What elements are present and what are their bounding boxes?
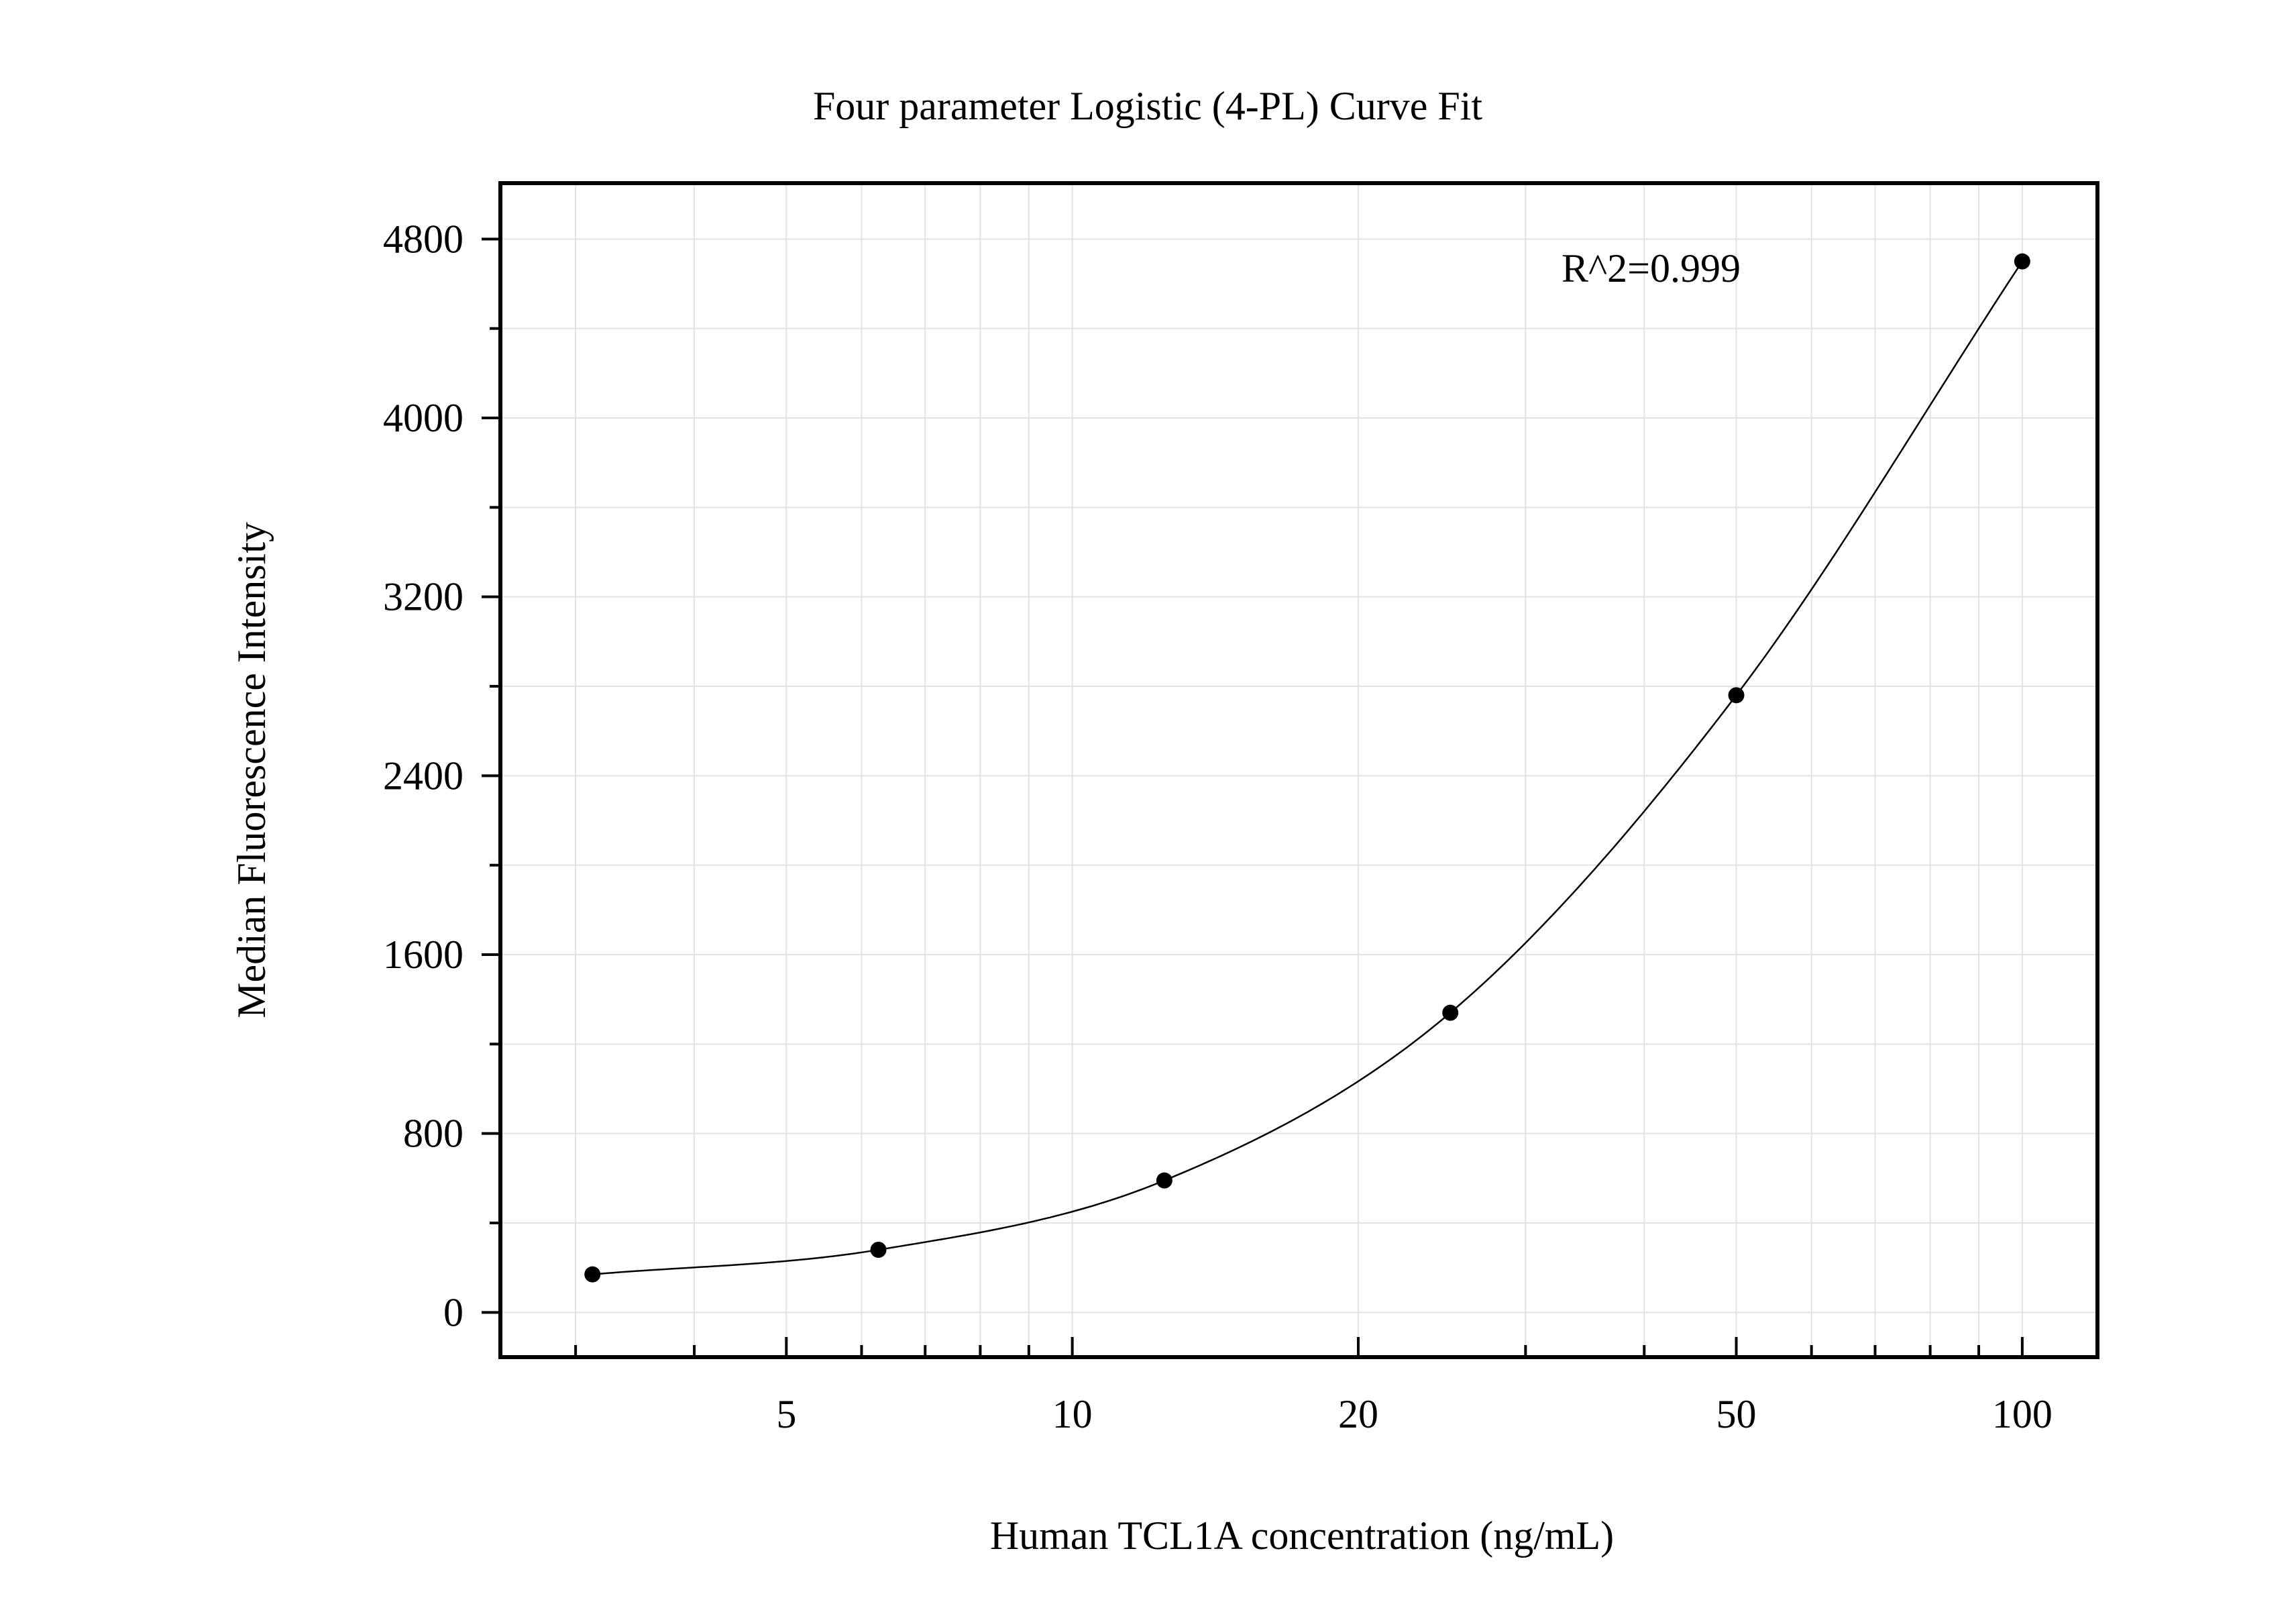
y-tick-label: 800 (403, 1112, 463, 1156)
y-tick-labels: 0 800 1600 2400 3200 4000 4800 (383, 217, 463, 1334)
data-points (584, 253, 2030, 1283)
x-tick-label: 20 (1338, 1392, 1378, 1436)
data-point (584, 1266, 601, 1283)
plot-frame (498, 181, 2099, 1359)
x-tick-labels: 5 10 20 50 100 (776, 1392, 2053, 1436)
y-axis-label: Median Fluorescence Intensity (229, 522, 274, 1018)
x-tick-label: 50 (1716, 1392, 1757, 1436)
grid (500, 183, 2097, 1357)
x-tick-label: 5 (776, 1392, 796, 1436)
x-tick-label: 10 (1052, 1392, 1093, 1436)
y-tick-label: 2400 (383, 753, 463, 798)
y-tick-label: 0 (443, 1290, 463, 1334)
data-point (1156, 1172, 1172, 1189)
data-point (870, 1242, 887, 1258)
y-tick-label: 4000 (383, 396, 463, 440)
r-squared-annotation: R^2=0.999 (1562, 246, 1741, 290)
chart-title: Four parameter Logistic (4-PL) Curve Fit (813, 84, 1482, 128)
data-point (1442, 1004, 1459, 1021)
x-axis-label: Human TCL1A concentration (ng/mL) (990, 1513, 1614, 1558)
data-point (1728, 687, 1745, 704)
data-point (2014, 253, 2030, 270)
x-tick-label: 100 (1992, 1392, 2053, 1436)
y-tick-label: 3200 (383, 575, 463, 619)
fit-curve (592, 261, 2023, 1275)
y-tick-label: 1600 (383, 932, 463, 977)
y-tick-label: 4800 (383, 217, 463, 261)
axis-ticks (482, 237, 2024, 1357)
